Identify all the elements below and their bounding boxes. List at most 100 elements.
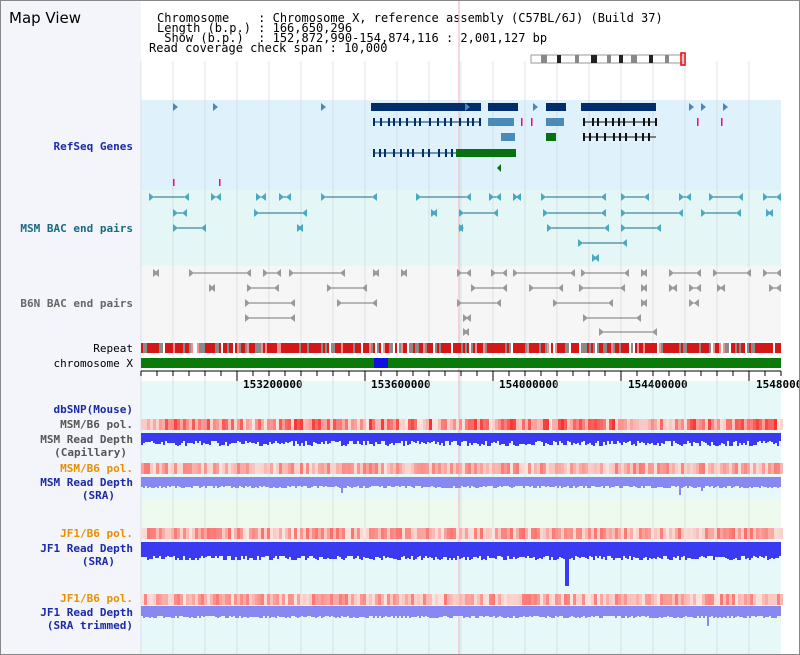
repeat-segment: [639, 343, 641, 353]
repeat-segment: [645, 343, 647, 353]
msm-bac-label[interactable]: MSM BAC end pairs: [20, 222, 133, 235]
repeat-segment: [385, 343, 387, 353]
repeat-segment: [303, 343, 305, 353]
repeat-segment: [275, 343, 277, 353]
axis-tick-label: 153200000: [243, 378, 303, 391]
jf1-pol-trim-label[interactable]: JF1/B6 pol.: [60, 592, 133, 605]
repeat-segment: [671, 343, 673, 353]
repeat-segment: [679, 343, 681, 353]
jf1-depth-label[interactable]: JF1 Read Depth (SRA): [40, 542, 133, 568]
repeat-segment: [555, 343, 557, 353]
repeat-segment: [445, 343, 447, 353]
repeat-segment: [647, 343, 649, 353]
repeat-segment: [337, 343, 339, 353]
refseq-genes-label[interactable]: RefSeq Genes: [53, 140, 133, 153]
repeat-segment: [199, 343, 201, 353]
repeat-segment: [257, 343, 259, 353]
repeat-segment: [345, 343, 347, 353]
repeat-segment: [525, 343, 527, 353]
repeat-segment: [189, 343, 191, 353]
ideogram-band: [575, 55, 579, 63]
repeat-segment: [619, 343, 621, 353]
repeat-segment: [535, 343, 537, 353]
jf1-pol-label[interactable]: JF1/B6 pol.: [60, 527, 133, 540]
repeat-segment: [513, 343, 515, 353]
repeat-segment: [493, 343, 495, 353]
repeat-segment: [483, 343, 485, 353]
repeat-segment: [367, 343, 369, 353]
repeat-segment: [393, 343, 395, 353]
repeat-segment: [185, 343, 187, 353]
repeat-segment: [627, 343, 629, 353]
msm-depth-cap-label[interactable]: MSM Read Depth (Capillary): [40, 433, 133, 459]
chromosome-bar: [141, 358, 781, 368]
repeat-segment: [277, 343, 279, 353]
repeat-segment: [353, 343, 355, 353]
repeat-segment: [321, 343, 323, 353]
repeat-segment: [363, 343, 365, 353]
repeat-segment: [243, 343, 245, 353]
repeat-segment: [265, 343, 267, 353]
repeat-segment: [413, 343, 415, 353]
msm-pol-label[interactable]: MSM/B6 pol.: [60, 418, 133, 431]
repeat-segment: [727, 343, 729, 353]
repeat-segment: [375, 343, 377, 353]
repeat-segment: [541, 343, 543, 353]
repeat-segment: [515, 343, 517, 353]
repeat-segment: [149, 343, 151, 353]
repeat-segment: [431, 343, 433, 353]
repeat-segment: [659, 343, 661, 353]
refseq-track-bg: [141, 100, 781, 190]
repeat-segment: [245, 343, 247, 353]
repeat-segment: [629, 343, 631, 353]
dbsnp-label[interactable]: dbSNP(Mouse): [53, 403, 133, 416]
repeat-segment: [505, 343, 507, 353]
repeat-segment: [255, 343, 257, 353]
repeat-segment: [543, 343, 545, 353]
repeat-segment: [357, 343, 359, 353]
msm-depth-sra-label[interactable]: MSM Read Depth (SRA): [40, 476, 133, 502]
repeat-segment: [653, 343, 655, 353]
repeat-segment: [545, 343, 547, 353]
repeat-segment: [585, 343, 587, 353]
ideogram-band: [541, 55, 547, 63]
repeat-segment: [421, 343, 423, 353]
msm-depth-cap-label-line1: MSM Read Depth: [40, 433, 133, 446]
repeat-segment: [779, 343, 781, 353]
repeat-segment: [235, 343, 237, 353]
repeat-segment: [775, 343, 777, 353]
repeat-segment: [687, 343, 689, 353]
repeat-segment: [459, 343, 461, 353]
repeat-segment: [547, 343, 549, 353]
repeat-segment: [677, 343, 679, 353]
repeat-segment: [597, 343, 599, 353]
repeat-segment: [551, 343, 553, 353]
repeat-segment: [743, 343, 745, 353]
repeat-segment: [737, 343, 739, 353]
repeat-segment: [519, 343, 521, 353]
repeat-segment: [693, 343, 695, 353]
repeat-segment: [681, 343, 683, 353]
repeat-segment: [407, 343, 409, 353]
repeat-segment: [203, 343, 205, 353]
repeat-segment: [709, 343, 711, 353]
repeat-segment: [741, 343, 743, 353]
repeat-segment: [305, 343, 307, 353]
msm-pol-sra-label[interactable]: MSM/B6 pol.: [60, 462, 133, 475]
repeat-segment: [435, 343, 437, 353]
repeat-segment: [447, 343, 449, 353]
b6n-bac-label[interactable]: B6N BAC end pairs: [20, 297, 133, 310]
repeat-segment: [517, 343, 519, 353]
chromosome-position-marker: [374, 358, 388, 368]
repeat-segment: [207, 343, 209, 353]
repeat-segment: [415, 343, 417, 353]
repeat-segment: [351, 343, 353, 353]
axis-tick-label: 154000000: [499, 378, 559, 391]
repeat-segment: [607, 343, 609, 353]
repeat-segment: [733, 343, 735, 353]
length-info: Length (b.p.) : 166,650,296: [157, 21, 353, 35]
jf1-trim-label[interactable]: JF1 Read Depth (SRA trimmed): [40, 606, 133, 632]
repeat-segment: [749, 343, 751, 353]
repeat-segment: [633, 343, 635, 353]
repeat-segment: [381, 343, 383, 353]
